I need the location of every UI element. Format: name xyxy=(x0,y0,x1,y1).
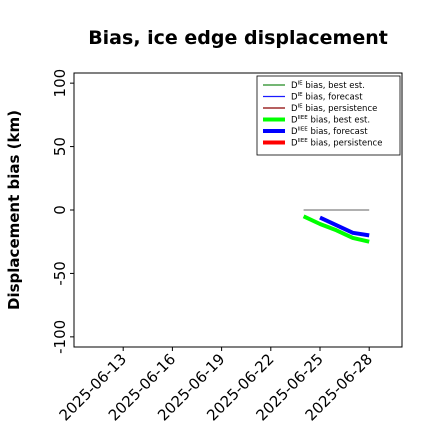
legend-entry: DIE bias, best est. xyxy=(291,81,365,92)
series-line xyxy=(302,214,370,244)
legend-entry: DIIEE bias, persistence xyxy=(291,138,382,149)
chart-title: Bias, ice edge displacement xyxy=(88,27,388,49)
series-line xyxy=(319,215,370,238)
y-axis-label: Displacement bias (km) xyxy=(5,110,23,310)
y-tick-label: 100 xyxy=(51,69,69,98)
legend-entry: DIIEE bias, best est. xyxy=(291,115,370,126)
y-tick-label: -100 xyxy=(51,320,69,354)
legend-entry: DIE bias, forecast xyxy=(291,92,363,103)
plot-area: 100500-50-1002025-06-132025-06-162025-06… xyxy=(51,69,403,424)
legend: DIE bias, best est.DIE bias, forecastDIE… xyxy=(256,75,401,156)
y-tick-label: 0 xyxy=(51,205,69,215)
legend-entry: DIE bias, persistence xyxy=(291,104,377,115)
y-tick-label: -50 xyxy=(51,261,69,286)
y-tick-label: 50 xyxy=(51,137,69,156)
legend-entry: DIIEE bias, forecast xyxy=(291,127,368,138)
